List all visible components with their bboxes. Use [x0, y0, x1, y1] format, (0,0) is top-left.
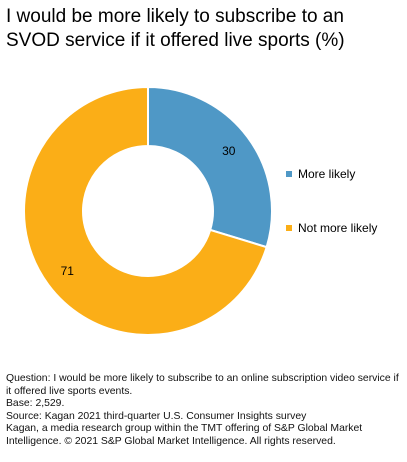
question-note: Question: I would be more likely to subs… [6, 373, 399, 397]
source-note: Source: Kagan 2021 third-quarter U.S. Co… [6, 410, 307, 422]
legend-item-more-likely: More likely [286, 167, 355, 181]
slice-label-not-more-likely: 71 [61, 264, 75, 278]
credit-note: Kagan, a media research group within the… [6, 423, 363, 447]
base-note: Base: 2,529. [6, 398, 65, 410]
slice-label-more-likely: 30 [222, 144, 236, 158]
chart-title: I would be more likely to subscribe to a… [6, 6, 345, 51]
legend-swatch-more-likely [286, 171, 292, 177]
slice-not-more-likely [23, 85, 268, 336]
slice-more-likely [147, 85, 273, 249]
legend-label-more-likely: More likely [298, 167, 356, 181]
chart-notes: Question: I would be more likely to subs… [6, 373, 404, 449]
legend-item-not-more-likely: Not more likely [286, 221, 377, 235]
legend-swatch-not-more-likely [286, 225, 292, 231]
donut-chart: 30 71 [23, 85, 273, 336]
legend-label-not-more-likely: Not more likely [298, 221, 378, 235]
